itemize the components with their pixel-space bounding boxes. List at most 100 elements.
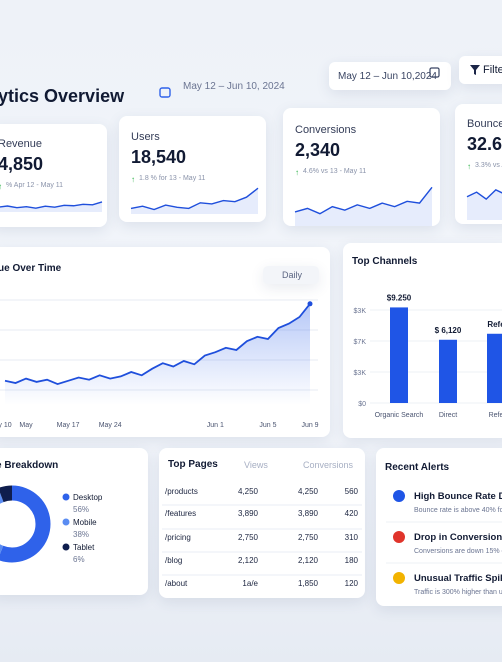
calendar-icon (159, 87, 171, 98)
trend-arrow: ↑ (0, 182, 2, 191)
alert-text: Bounce rate is above 40% for (414, 507, 502, 514)
legend-label: Mobile (73, 518, 97, 527)
trend-arrow: ↑ (295, 168, 299, 177)
x-tick-label: Jun 9 (301, 422, 318, 429)
kpi-label: Revenue (0, 138, 43, 150)
interval-toggle-text: Daily (282, 270, 303, 280)
x-tick-label: May (19, 422, 33, 429)
table-cell: /products (165, 487, 198, 496)
chart-title: e Breakdown (0, 460, 59, 471)
kpi-change: 4.6% vs 13 - May 11 (303, 168, 367, 175)
alert-title: Drop in Conversions (414, 532, 502, 543)
x-tick-label: y 10 (0, 422, 12, 429)
table-cell: 120 (345, 579, 359, 588)
kpi-card (0, 124, 107, 227)
chart-title: Top Channels (352, 256, 418, 267)
alert-icon (393, 490, 405, 502)
alert-text: Conversions are down 15% comp (414, 548, 502, 555)
pages-card (159, 448, 365, 598)
sparkline (130, 187, 259, 211)
calendar-icon (429, 67, 440, 78)
sparkline (294, 186, 433, 215)
bar (390, 307, 408, 403)
filter-button[interactable] (459, 56, 502, 84)
bar (439, 339, 457, 403)
donut-segment (0, 485, 51, 563)
table-cell: /about (165, 579, 188, 588)
legend-value: 38% (73, 530, 89, 539)
legend-label: Tablet (73, 543, 95, 552)
kpi-card (455, 104, 502, 224)
table-cell: 310 (345, 533, 359, 542)
y-tick-label: $3K (354, 370, 367, 377)
table-cell: /pricing (165, 533, 191, 542)
date-picker-text: May 12 – Jun 10,2024 (338, 71, 437, 82)
legend-value: 6% (73, 555, 85, 564)
value-label: Refe (487, 320, 502, 329)
y-tick-label: $0 (358, 401, 366, 408)
kpi-change: % Apr 12 - May 11 (6, 182, 64, 189)
kpi-label: Conversions (295, 124, 357, 136)
x-tick-label: Jun 5 (259, 422, 276, 429)
bar (487, 333, 502, 403)
date-range: May 12 – Jun 10, 2024 (183, 81, 285, 92)
interval-toggle[interactable] (263, 266, 319, 284)
table-cell: 1a/e (242, 579, 258, 588)
x-tick-label: Refe (489, 412, 502, 419)
x-tick-label: Direct (439, 412, 457, 419)
end-point (307, 301, 313, 307)
table-cell: 180 (345, 556, 359, 565)
filter-text: Filte (483, 64, 502, 76)
x-tick-label: Organic Search (375, 412, 424, 419)
table-cell: 2,750 (238, 533, 259, 542)
table-cell: 3,890 (298, 509, 319, 518)
alert-icon (393, 531, 405, 543)
kpi-value: 4,850 (0, 154, 44, 174)
table-cell: 1,850 (298, 579, 319, 588)
legend-dot (62, 493, 70, 501)
donut-segment (0, 485, 51, 563)
sparkline (0, 201, 103, 209)
x-tick-label: Jun 1 (207, 422, 224, 429)
kpi-label: Bounce (467, 118, 502, 130)
table-cell: 4,250 (298, 487, 319, 496)
alert-title: Unusual Traffic Spike (414, 573, 502, 584)
table-header: Views (244, 460, 268, 470)
kpi-value: 18,540 (131, 147, 187, 167)
value-label: $9.250 (387, 293, 412, 302)
table-cell: /features (165, 509, 196, 518)
table-header: Conversions (303, 460, 354, 470)
table-cell: 3,890 (238, 509, 259, 518)
legend-dot (62, 543, 70, 551)
table-cell: 4,250 (238, 487, 259, 496)
chart-title: ue Over Time (0, 263, 62, 274)
table-cell: /blog (165, 556, 182, 565)
trend-arrow: ↑ (131, 175, 135, 184)
kpi-change: 3.3% vs Ap (475, 162, 502, 169)
sparkline-area (131, 188, 258, 214)
kpi-value: 32.6 (467, 134, 502, 154)
legend-value: 56% (73, 505, 89, 514)
table-cell: 2,750 (298, 533, 319, 542)
breakdown-card (0, 448, 148, 595)
alert-text: Traffic is 300% higher than usu (414, 589, 502, 596)
kpi-change: 1.8 % for 13 - May 11 (139, 175, 206, 182)
kpi-value: 2,340 (295, 140, 341, 160)
y-tick-label: $3K (354, 308, 367, 315)
x-tick-label: May 24 (99, 422, 122, 429)
filter-icon (470, 65, 480, 75)
alert-title: High Bounce Rate Dete (414, 491, 502, 502)
y-tick-label: $7K (354, 339, 367, 346)
trend-arrow: ↑ (467, 162, 471, 171)
kpi-card (119, 116, 266, 222)
alerts-title: Recent Alerts (385, 462, 450, 473)
kpi-label: Users (131, 131, 160, 143)
sparkline-area (467, 189, 502, 220)
legend-label: Desktop (73, 493, 103, 502)
alert-icon (393, 572, 405, 584)
table-cell: 420 (345, 509, 359, 518)
x-tick-label: May 17 (57, 422, 80, 429)
line (4, 303, 311, 386)
